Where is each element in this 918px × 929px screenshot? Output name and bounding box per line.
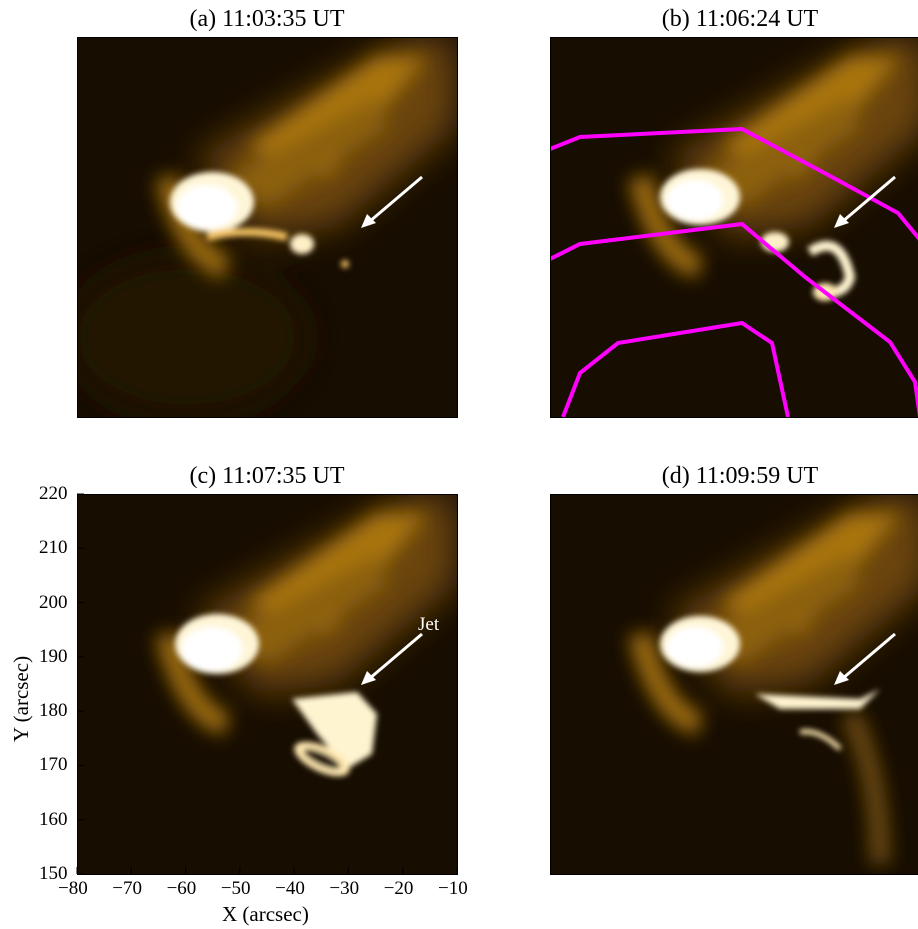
panel-c-title: (c) 11:07:35 UT xyxy=(189,463,345,489)
arrow-head-icon xyxy=(361,214,376,228)
y-axis-label: Y (arcsec) xyxy=(9,655,33,742)
panel-a-svg xyxy=(77,37,457,417)
panel-c-image: Jet xyxy=(77,494,457,874)
y-tick-label: 220 xyxy=(39,483,68,504)
contour-lines xyxy=(550,126,918,417)
x-tick-label: −30 xyxy=(329,878,360,899)
y-tick-label: 190 xyxy=(39,645,68,667)
x-tick-label: −60 xyxy=(166,878,197,899)
arrow-shaft xyxy=(368,175,423,224)
jet-label: Jet xyxy=(418,614,440,635)
y-tick-label: 210 xyxy=(39,537,68,559)
x-tick-label: −10 xyxy=(438,878,468,899)
y-tick-label: 170 xyxy=(39,754,68,776)
panel-a-image xyxy=(77,37,457,417)
x-tick-label: −40 xyxy=(275,878,305,899)
panel-b-title: (b) 11:06:24 UT xyxy=(661,6,819,32)
panel-b-image xyxy=(550,37,918,417)
panel-a-title: (a) 11:03:35 UT xyxy=(189,6,345,32)
x-axis-label: X (arcsec) xyxy=(222,902,309,926)
arrow-head-icon xyxy=(834,214,849,228)
arrow-shaft xyxy=(841,175,896,224)
arrow-head-icon xyxy=(834,671,849,685)
panel-d-image xyxy=(550,494,918,874)
y-tick-label: 200 xyxy=(39,591,68,613)
x-tick-label: −20 xyxy=(383,878,414,899)
x-tick-label: −80 xyxy=(58,878,88,899)
arrow-head-icon xyxy=(361,671,376,685)
panel-b-svg xyxy=(550,37,918,417)
panel-d-svg xyxy=(550,494,918,874)
x-tick-label: −70 xyxy=(112,878,142,899)
panel-d-title: (d) 11:09:59 UT xyxy=(661,463,819,489)
y-tick-label: 150 xyxy=(39,863,68,884)
y-tick-label: 160 xyxy=(39,808,68,830)
arrow-shaft xyxy=(368,632,423,681)
arrow-shaft xyxy=(841,632,896,681)
y-tick-label: 180 xyxy=(39,700,68,722)
panel-c-svg xyxy=(77,494,457,874)
x-tick-label: −50 xyxy=(220,878,251,899)
